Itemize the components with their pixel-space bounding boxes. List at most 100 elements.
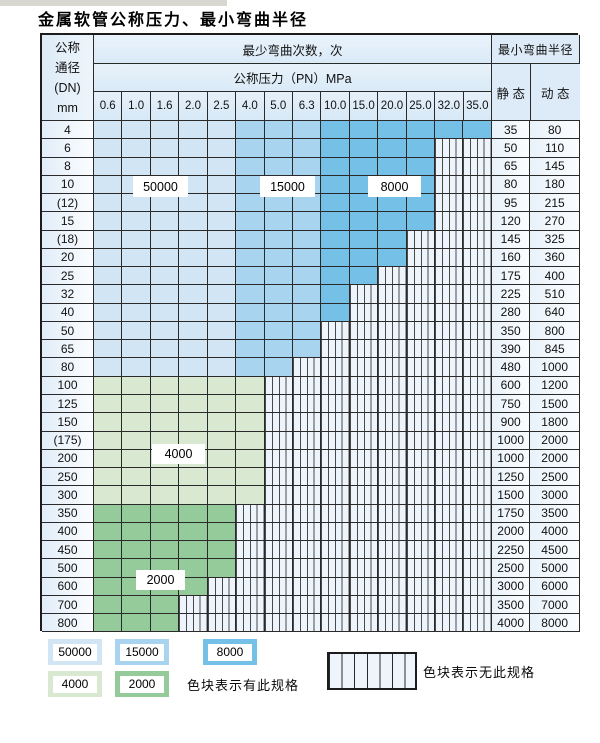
spec-unavailable-cell — [236, 522, 265, 542]
static-radius-value: 390 — [491, 340, 531, 359]
spec-unavailable-cell — [349, 504, 379, 523]
spec-unavailable-cell — [349, 376, 379, 395]
spec-unavailable-cell — [264, 504, 293, 523]
spec-unavailable-cell — [349, 358, 379, 377]
spec-available-cell — [179, 285, 208, 304]
dynamic-radius-value: 845 — [530, 340, 580, 359]
spec-unavailable-cell — [264, 468, 293, 487]
spec-available-cell — [236, 267, 265, 286]
spec-unavailable-cell — [179, 614, 208, 633]
spec-available-cell — [179, 121, 208, 140]
legend-swatch-15000: 15000 — [115, 639, 169, 665]
region-value-label: 4000 — [152, 444, 205, 464]
spec-available-cell — [94, 376, 123, 395]
spec-available-cell — [150, 230, 180, 249]
spec-unavailable-cell — [264, 595, 293, 615]
static-radius-value: 1500 — [491, 486, 531, 505]
spec-available-cell — [321, 212, 350, 231]
spec-unavailable-cell — [236, 504, 265, 523]
spec-unavailable-cell — [406, 522, 436, 542]
spec-available-cell — [94, 431, 123, 450]
spec-available-cell — [236, 285, 265, 304]
spec-available-cell — [236, 431, 265, 450]
spec-available-cell — [150, 248, 180, 268]
spec-available-cell — [94, 559, 123, 578]
spec-unavailable-cell — [292, 413, 322, 432]
spec-available-cell — [378, 230, 407, 249]
spec-available-cell — [321, 303, 350, 322]
dn-header-line: mm — [57, 100, 78, 115]
spec-unavailable-cell — [378, 595, 407, 615]
spec-unavailable-cell — [349, 559, 379, 578]
spec-available-cell — [207, 468, 237, 487]
spec-available-cell — [150, 321, 180, 341]
static-radius-value: 175 — [491, 267, 531, 286]
static-radius-value: 350 — [491, 321, 531, 341]
spec-unavailable-cell — [463, 449, 492, 469]
region-value-label: 15000 — [260, 176, 315, 197]
spec-available-cell — [122, 321, 151, 341]
spec-available-cell — [406, 212, 436, 231]
dynamic-radius-value: 510 — [530, 285, 580, 304]
spec-unavailable-cell — [321, 358, 350, 377]
spec-unavailable-cell — [435, 595, 464, 615]
static-radius-value: 95 — [491, 194, 531, 213]
static-radius-value: 120 — [491, 212, 531, 231]
spec-available-cell — [94, 614, 123, 633]
spec-unavailable-cell — [321, 321, 350, 341]
spec-unavailable-cell — [435, 212, 464, 231]
spec-unavailable-cell — [435, 267, 464, 286]
spec-available-cell — [179, 157, 208, 176]
spec-unavailable-cell — [435, 157, 464, 176]
spec-available-cell — [207, 194, 237, 213]
dynamic-radius-value: 1000 — [530, 358, 580, 377]
spec-unavailable-cell — [349, 303, 379, 322]
spec-available-cell — [207, 303, 237, 322]
spec-unavailable-cell — [292, 614, 322, 633]
static-radius-value: 3500 — [491, 595, 531, 615]
spec-unavailable-cell — [378, 522, 407, 542]
spec-available-cell — [264, 285, 293, 304]
spec-available-cell — [264, 139, 293, 158]
static-radius-value: 1000 — [491, 449, 531, 469]
spec-available-cell — [207, 358, 237, 377]
spec-unavailable-cell — [292, 358, 322, 377]
spec-available-cell — [179, 577, 208, 596]
spec-unavailable-cell — [321, 486, 350, 505]
spec-available-cell — [321, 194, 350, 213]
spec-unavailable-cell — [349, 285, 379, 304]
static-radius-value: 1750 — [491, 504, 531, 523]
spec-unavailable-cell — [292, 376, 322, 395]
spec-unavailable-cell — [463, 175, 492, 195]
spec-available-cell — [292, 212, 322, 231]
spec-available-cell — [122, 504, 151, 523]
spec-available-cell — [179, 541, 208, 560]
spec-unavailable-cell — [463, 614, 492, 633]
pressure-col-header: 0.6 — [94, 92, 123, 121]
spec-available-cell — [207, 121, 237, 140]
spec-available-cell — [236, 394, 265, 414]
spec-unavailable-cell — [236, 559, 265, 578]
dynamic-radius-value: 3500 — [530, 504, 580, 523]
spec-available-cell — [94, 139, 123, 158]
spec-unavailable-cell — [435, 431, 464, 450]
spec-available-cell — [292, 285, 322, 304]
spec-available-cell — [292, 303, 322, 322]
spec-unavailable-cell — [435, 577, 464, 596]
dynamic-radius-value: 1500 — [530, 394, 580, 414]
spec-available-cell — [378, 157, 407, 176]
spec-unavailable-cell — [378, 449, 407, 469]
static-radius-value: 35 — [491, 121, 531, 140]
spec-available-cell — [150, 522, 180, 542]
spec-available-cell — [236, 303, 265, 322]
dynamic-radius-value: 800 — [530, 321, 580, 341]
spec-available-cell — [179, 248, 208, 268]
dn-header-line: (DN) — [54, 80, 81, 95]
spec-available-cell — [150, 267, 180, 286]
spec-available-cell — [150, 358, 180, 377]
spec-available-cell — [207, 394, 237, 414]
min-bend-radius-header: 最小弯曲半径 — [492, 35, 580, 64]
pressure-col-header: 15.0 — [349, 92, 379, 121]
spec-available-cell — [179, 358, 208, 377]
spec-available-cell — [236, 321, 265, 341]
